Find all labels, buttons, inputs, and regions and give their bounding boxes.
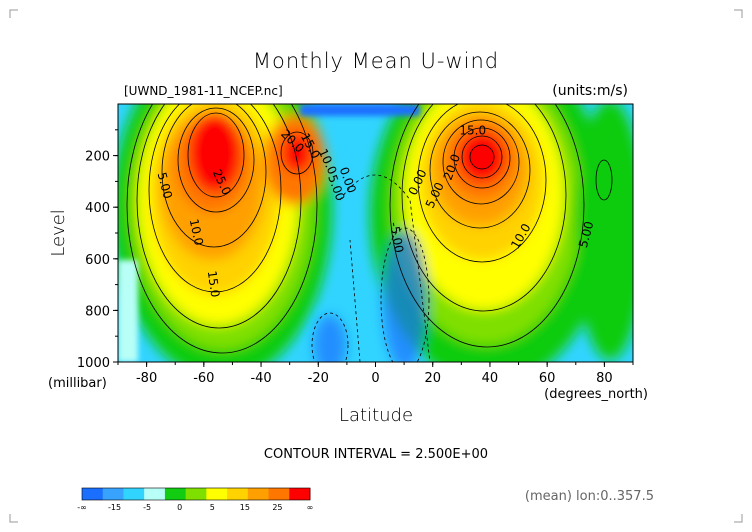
colorbar-swatch xyxy=(123,488,145,500)
y-axis-unit: (millibar) xyxy=(48,376,107,391)
colorbar-frame xyxy=(81,487,311,501)
colorbar-label: 0 xyxy=(177,503,182,512)
contour-label: 10.0 xyxy=(187,218,206,247)
chart-title: Monthly Mean U-wind xyxy=(253,49,499,73)
y-tick-label: 1000 xyxy=(77,356,110,371)
x-tick-label: 40 xyxy=(482,371,499,386)
contour-label: -5.00 xyxy=(387,221,406,254)
y-tick-label: 800 xyxy=(85,304,110,319)
colorbar-swatch xyxy=(144,488,166,500)
colorbar-label: 5 xyxy=(210,503,215,512)
x-tick-label: 0 xyxy=(371,371,379,386)
colorbar-swatch xyxy=(185,488,207,500)
colorbar-swatch xyxy=(82,488,104,500)
colorbar-label: 25 xyxy=(272,503,282,512)
contour-label: 5.00 xyxy=(576,220,596,249)
x-axis-label: Latitude xyxy=(339,405,413,426)
x-axis: -80 -60 -40 -20 0 20 40 60 80 xyxy=(117,362,634,386)
y-tick-label: 600 xyxy=(85,253,110,268)
contour-label: 15.0 xyxy=(459,123,486,137)
footer-note: (mean) lon:0..357.5 xyxy=(525,489,654,504)
colorbar-label: ∞ xyxy=(307,503,314,512)
x-tick-label: -80 xyxy=(136,371,157,386)
colorbar-swatch xyxy=(247,488,270,500)
x-tick-label: 80 xyxy=(596,371,613,386)
y-axis-label: Level xyxy=(48,209,69,257)
contour-label: 15.0 xyxy=(205,270,223,298)
contour-field xyxy=(118,104,633,362)
x-axis-unit: (degrees_north) xyxy=(544,387,648,402)
colorbar-swatch xyxy=(102,488,124,500)
x-tick-label: -20 xyxy=(308,371,329,386)
y-axis: 200 400 600 800 1000 xyxy=(77,129,118,371)
y-tick-label: 400 xyxy=(85,201,110,216)
colorbar-label: -15 xyxy=(108,503,121,512)
colorbar: -∞ -15 -5 0 5 15 25 ∞ xyxy=(77,487,314,512)
x-tick-label: -40 xyxy=(250,371,271,386)
colorbar-swatch xyxy=(164,488,187,500)
colorbar-swatch xyxy=(227,488,249,500)
contour-label: 5.00 xyxy=(155,171,175,200)
x-tick-label: -60 xyxy=(193,371,214,386)
contour-lines xyxy=(126,104,613,362)
colorbar-label: -5 xyxy=(143,503,151,512)
corner-marks xyxy=(9,9,743,523)
colorbar-swatch xyxy=(268,488,290,500)
x-tick-label: 60 xyxy=(539,371,556,386)
colorbar-swatch xyxy=(289,488,311,500)
colorbar-label: 15 xyxy=(240,503,250,512)
colorbar-label: -∞ xyxy=(77,503,87,512)
chart-subtitle-right: (units:m/s) xyxy=(552,83,628,99)
colorbar-swatch xyxy=(206,488,228,500)
x-tick-label: 20 xyxy=(424,371,441,386)
y-tick-label: 200 xyxy=(85,150,110,165)
contour-interval: CONTOUR INTERVAL = 2.500E+00 xyxy=(264,447,488,462)
chart-subtitle-left: [UWND_1981-11_NCEP.nc] xyxy=(124,84,283,98)
